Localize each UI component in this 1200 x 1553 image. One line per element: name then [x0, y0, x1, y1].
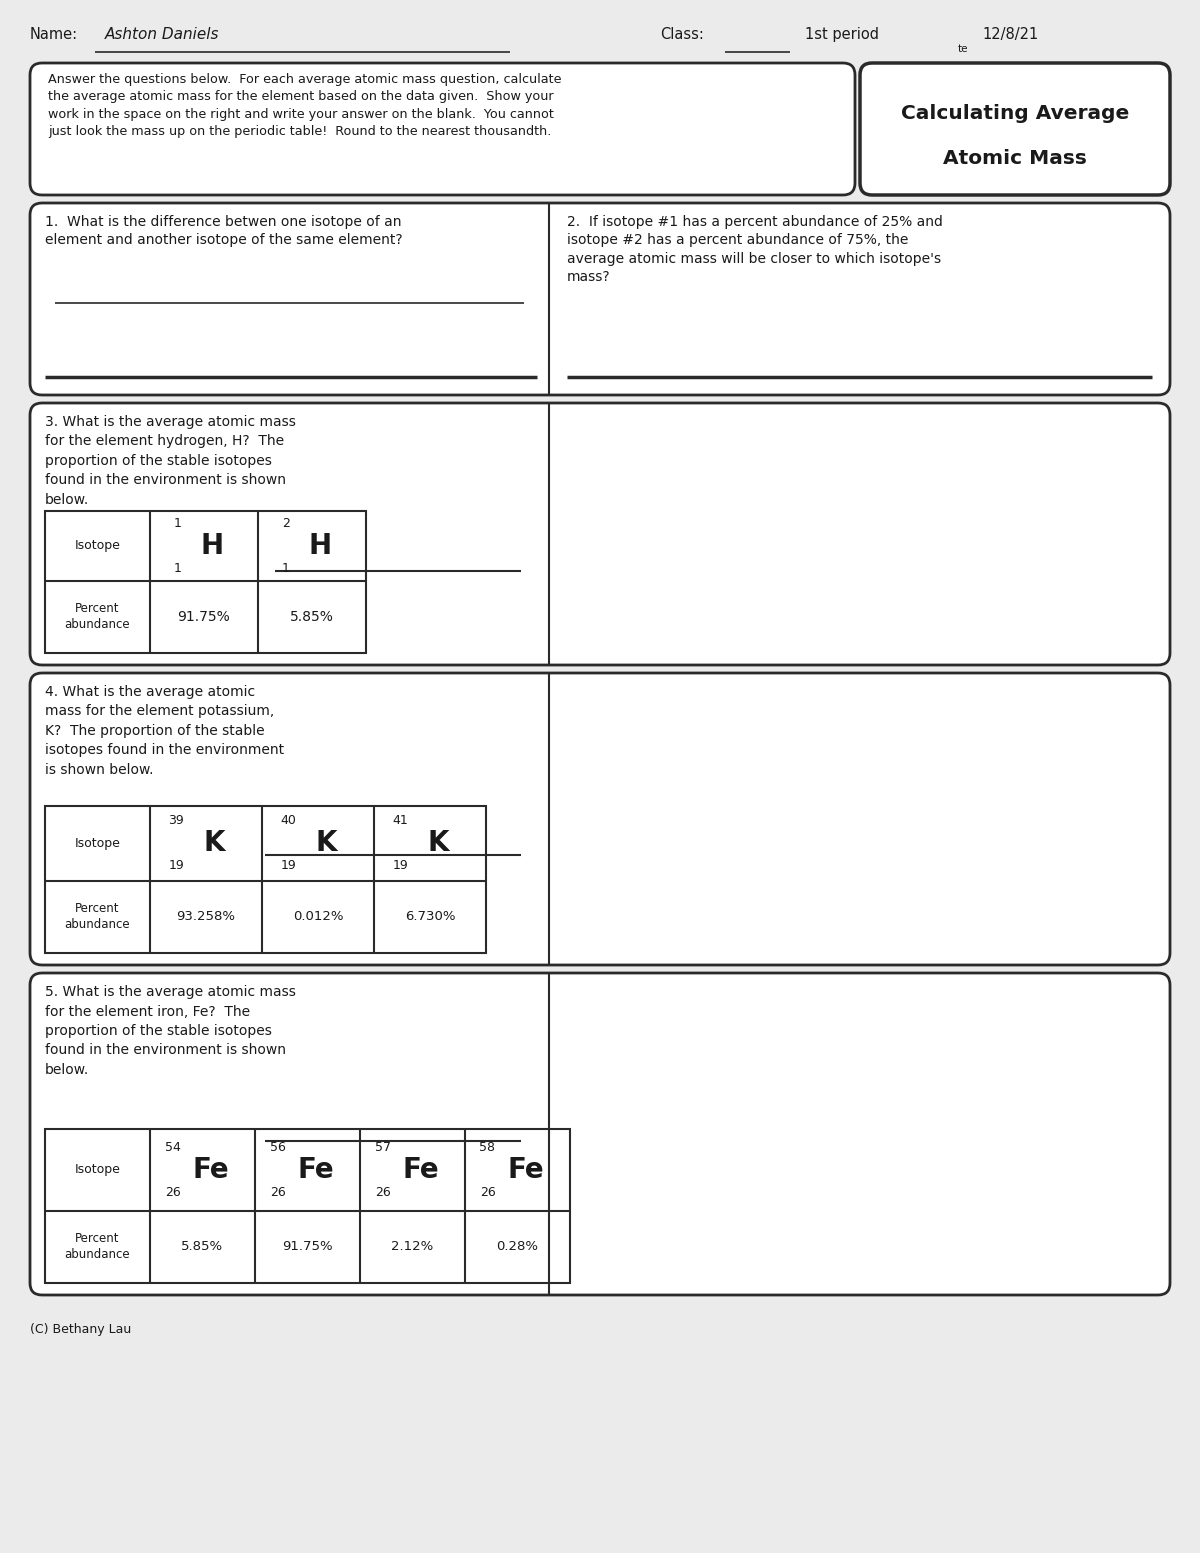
Text: 4. What is the average atomic
mass for the element potassium,
K?  The proportion: 4. What is the average atomic mass for t…: [46, 685, 284, 776]
Text: te: te: [958, 43, 968, 54]
Text: 2.  If isotope #1 has a percent abundance of 25% and
isotope #2 has a percent ab: 2. If isotope #1 has a percent abundance…: [566, 214, 942, 284]
FancyBboxPatch shape: [30, 203, 1170, 394]
Text: 1.  What is the difference betwen one isotope of an
element and another isotope : 1. What is the difference betwen one iso…: [46, 214, 403, 247]
Text: Ashton Daniels: Ashton Daniels: [106, 28, 220, 42]
Bar: [46, 1129, 570, 1283]
Text: 3. What is the average atomic mass
for the element hydrogen, H?  The
proportion : 3. What is the average atomic mass for t…: [46, 415, 296, 506]
Text: 93.258%: 93.258%: [176, 910, 235, 924]
Text: 5.85%: 5.85%: [181, 1241, 223, 1253]
Text: 40: 40: [280, 814, 296, 828]
Text: 0.28%: 0.28%: [497, 1241, 539, 1253]
Text: 58: 58: [480, 1141, 496, 1154]
Text: 2.12%: 2.12%: [391, 1241, 433, 1253]
Text: 26: 26: [480, 1186, 496, 1199]
Text: (C) Bethany Lau: (C) Bethany Lau: [30, 1323, 131, 1336]
Text: 1: 1: [174, 562, 182, 575]
Text: Calculating Average: Calculating Average: [901, 104, 1129, 123]
Text: 5.85%: 5.85%: [290, 610, 334, 624]
Text: Percent
abundance: Percent abundance: [65, 603, 131, 632]
Text: 19: 19: [281, 859, 296, 873]
Text: Percent
abundance: Percent abundance: [65, 1233, 131, 1261]
Text: 91.75%: 91.75%: [178, 610, 230, 624]
Text: Percent
abundance: Percent abundance: [65, 902, 131, 932]
Text: 1: 1: [174, 517, 182, 530]
Text: 56: 56: [270, 1141, 286, 1154]
Text: Isotope: Isotope: [74, 539, 120, 553]
FancyBboxPatch shape: [860, 64, 1170, 196]
Text: 54: 54: [164, 1141, 180, 1154]
Text: 39: 39: [168, 814, 184, 828]
Text: H: H: [308, 533, 331, 561]
Text: 19: 19: [168, 859, 184, 873]
Text: Isotope: Isotope: [74, 837, 120, 849]
Text: 5. What is the average atomic mass
for the element iron, Fe?  The
proportion of : 5. What is the average atomic mass for t…: [46, 985, 296, 1076]
Text: 12/8/21: 12/8/21: [982, 28, 1038, 42]
FancyBboxPatch shape: [30, 402, 1170, 665]
Text: Fe: Fe: [298, 1155, 334, 1183]
Text: Class:: Class:: [660, 28, 704, 42]
Text: 2: 2: [282, 517, 290, 530]
FancyBboxPatch shape: [30, 672, 1170, 964]
Text: 1: 1: [282, 562, 290, 575]
Text: Name:: Name:: [30, 28, 78, 42]
Text: Answer the questions below.  For each average atomic mass question, calculate
th: Answer the questions below. For each ave…: [48, 73, 562, 138]
Text: Fe: Fe: [192, 1155, 229, 1183]
Text: 57: 57: [374, 1141, 390, 1154]
Text: 26: 26: [270, 1186, 286, 1199]
Text: 0.012%: 0.012%: [293, 910, 343, 924]
Text: K: K: [427, 829, 449, 857]
Bar: [46, 511, 366, 652]
Text: 19: 19: [392, 859, 408, 873]
Text: K: K: [203, 829, 224, 857]
FancyBboxPatch shape: [30, 974, 1170, 1295]
Text: H: H: [200, 533, 223, 561]
Text: Fe: Fe: [508, 1155, 544, 1183]
Text: Atomic Mass: Atomic Mass: [943, 149, 1087, 168]
Text: 1st period: 1st period: [805, 28, 880, 42]
Text: 26: 26: [374, 1186, 390, 1199]
Text: Isotope: Isotope: [74, 1163, 120, 1177]
Text: K: K: [316, 829, 337, 857]
Bar: [46, 806, 486, 954]
Text: 41: 41: [392, 814, 408, 828]
Text: Fe: Fe: [402, 1155, 439, 1183]
FancyBboxPatch shape: [30, 64, 856, 196]
Text: 26: 26: [164, 1186, 180, 1199]
Text: 6.730%: 6.730%: [404, 910, 455, 924]
Text: 91.75%: 91.75%: [282, 1241, 332, 1253]
